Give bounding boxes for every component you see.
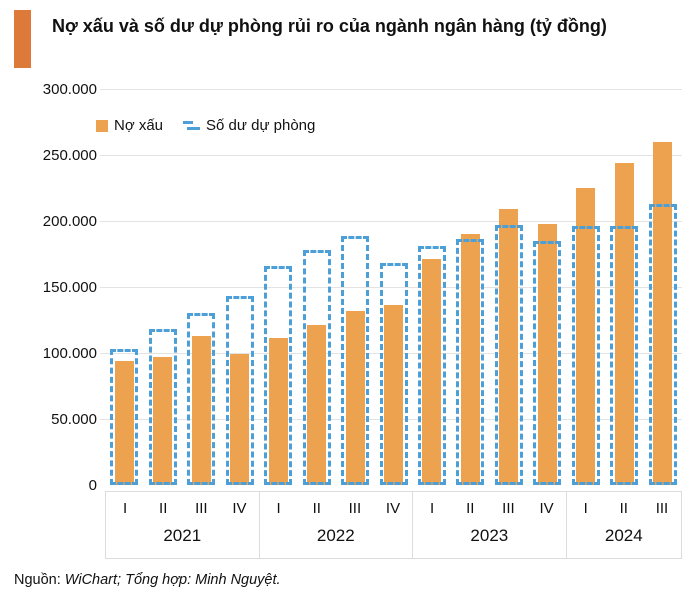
quarter-label-2023-IV: IV [539,499,554,517]
bar-provision-2021-IV [225,296,254,485]
y-axis-tick-label: 200.000 [42,212,97,230]
bar-bad-debt-2022-III [345,310,365,485]
title-accent-bar [14,10,31,68]
quarter-row: I II III [567,492,681,525]
bar-bad-debt-2022-II [307,325,327,485]
bar-provision-2022-III [341,235,370,485]
quarter-label-2024-I: I [583,499,588,517]
bar-bad-debt-2024-III [653,141,673,485]
source-line: Nguồn: WiChart; Tổng hợp: Minh Nguyệt. [14,572,281,588]
quarter-row: I II III IV [106,492,259,525]
year-label-2023: 2023 [470,525,509,545]
gridline [100,88,682,90]
bar-bad-debt-2024-I [576,188,596,485]
y-axis-tick-label: 150.000 [42,278,97,296]
bar-bad-debt-2024-II [614,162,634,485]
y-axis-tick-label: 300.000 [42,80,97,98]
source-credit: WiChart; Tổng hợp: Minh Nguyệt. [64,572,281,588]
quarter-label-2022-IV: IV [385,499,401,517]
bar-provision-2021-III [187,313,216,485]
quarter-label-2022-III: III [348,499,362,517]
gridline [100,286,682,288]
gridline [100,154,682,156]
quarter-label-2021-II: II [159,499,168,517]
year-group-2022: I II III IV 2022 [258,492,413,558]
quarter-label-2022-I: I [276,499,281,517]
bar-bad-debt-2023-II [460,234,480,485]
bar-bad-debt-2021-IV [230,354,250,485]
y-axis-tick-label: 250.000 [42,146,97,164]
bad-debt-swatch-icon [96,119,108,132]
bar-provision-2022-IV [379,263,408,485]
bar-bad-debt-2023-III [499,209,519,485]
bar-provision-2022-II [302,250,331,485]
x-axis-label-box: I II III IV 2021 I II III IV 2022 I II III IV 2023 I II I… [105,491,682,559]
y-axis-tick-label: 0 [88,476,97,494]
bar-bad-debt-2023-I [422,259,442,485]
quarter-label-2023-I: I [430,499,435,517]
legend: Nợ xấu Số dư dự phòng [96,117,315,134]
bar-bad-debt-2022-I [268,338,288,485]
y-axis-tick-label: 50.000 [51,410,97,428]
bar-provision-2022-I [264,265,293,485]
quarter-label-2022-II: II [312,499,321,517]
legend-label-provision: Số dư dự phòng [206,117,316,134]
quarter-label-2021-IV: IV [232,499,247,517]
year-label-2022: 2022 [316,525,355,545]
bar-provision-2024-I [571,226,600,485]
provision-dashed-swatch-icon [183,120,201,132]
gridline [100,220,682,222]
year-group-2024: I II III 2024 [565,492,681,558]
quarter-row: I II III IV [260,492,413,525]
bar-provision-2023-I [417,246,446,485]
quarter-label-2023-III: III [502,499,515,517]
bar-bad-debt-2021-III [191,335,211,485]
chart-title: Nợ xấu và số dư dự phòng rủi ro của ngàn… [52,16,607,36]
year-label-2024: 2024 [604,525,643,545]
quarter-label-2023-II: II [466,499,475,517]
source-prefix: Nguồn: [14,572,65,588]
bar-bad-debt-2022-IV [384,305,403,485]
quarter-label-2024-III: III [655,499,669,517]
bar-bad-debt-2021-II [153,356,173,485]
bar-provision-2021-I [110,349,139,485]
bar-provision-2024-II [610,226,639,485]
bar-provision-2021-II [148,329,177,485]
legend-label-bad-debt: Nợ xấu [114,117,164,134]
year-group-2021: I II III IV 2021 [106,492,259,558]
bar-provision-2023-III [494,224,523,485]
quarter-row: I II III IV [413,492,566,525]
bar-provision-2023-IV [533,240,562,485]
bar-bad-debt-2021-I [114,360,134,485]
legend-item-provision: Số dư dự phòng [183,117,315,134]
quarter-label-2021-I: I [122,499,128,517]
quarter-label-2024-II: II [619,499,628,517]
bar-provision-2023-II [456,239,485,485]
bar-provision-2024-III [648,203,677,485]
quarter-label-2021-III: III [195,499,208,517]
bar-bad-debt-2023-IV [537,223,557,485]
legend-item-bad-debt: Nợ xấu [96,117,163,134]
y-axis-tick-label: 100.000 [42,344,97,362]
year-group-2023: I II III IV 2023 [412,492,566,558]
year-label-2021: 2021 [163,525,202,545]
